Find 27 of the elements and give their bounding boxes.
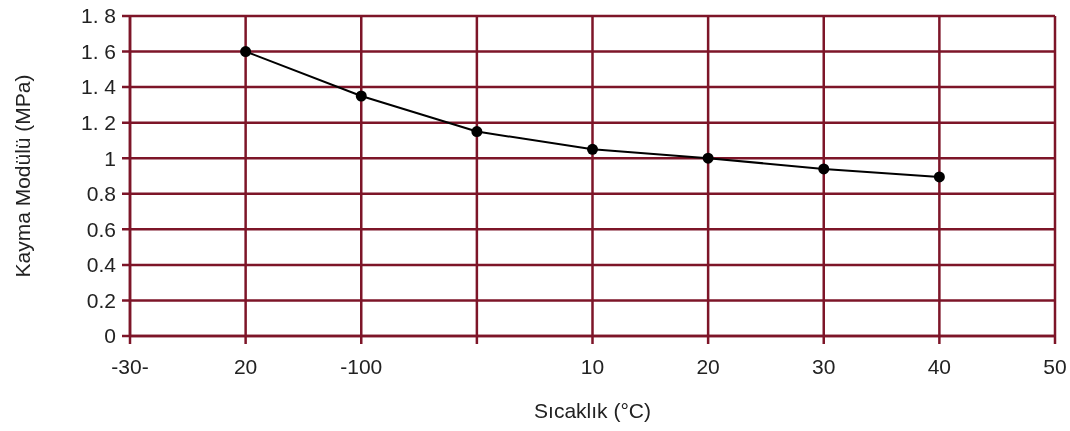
x-tick-label: 30 <box>812 355 836 378</box>
y-tick-label: 1. 4 <box>80 75 117 99</box>
x-tick-label: 20 <box>696 355 720 378</box>
y-tick-label: 0.2 <box>86 288 116 312</box>
y-tick-label: 0 <box>104 324 116 348</box>
y-tick-label: 1. 6 <box>80 39 116 63</box>
x-tick-label: 40 <box>927 355 952 378</box>
point <box>355 90 367 102</box>
point <box>587 143 598 155</box>
point <box>471 126 483 138</box>
y-tick-label: 0.8 <box>86 182 116 206</box>
point <box>702 152 714 164</box>
point <box>818 163 830 175</box>
y-tick-label: 1. 8 <box>80 4 116 28</box>
y-tick-label: 0.4 <box>86 253 117 277</box>
x-axis-title: Sıcaklık (°C) <box>534 399 651 422</box>
y-axis-title: Kayma Modülü (MPa) <box>11 74 34 278</box>
x-tick-label: 50 <box>1043 355 1067 378</box>
x-tick-label: 20 <box>233 355 258 378</box>
point <box>240 46 252 58</box>
x-tick-label: -30- <box>111 355 149 378</box>
x-tick-label: -100 <box>340 355 383 378</box>
y-tick-label: 1. 2 <box>80 111 116 135</box>
y-tick-label: 0.6 <box>86 217 116 241</box>
x-tick-label: 10 <box>580 355 605 378</box>
point <box>933 171 945 183</box>
y-tick-label: 1 <box>104 146 116 170</box>
